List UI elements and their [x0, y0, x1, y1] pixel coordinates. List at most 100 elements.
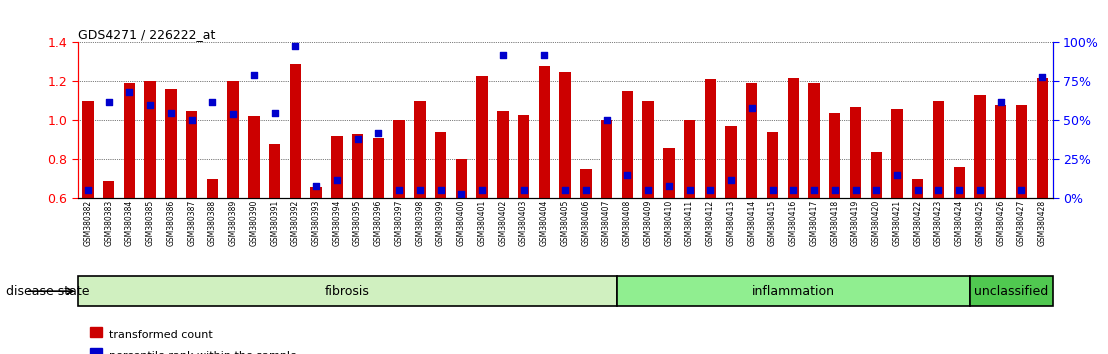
Point	[494, 52, 512, 58]
Bar	[207, 179, 218, 198]
Bar	[310, 187, 321, 198]
Text: percentile rank within the sample: percentile rank within the sample	[109, 351, 297, 354]
Point	[328, 177, 346, 182]
Bar	[995, 105, 1006, 198]
Bar	[289, 64, 301, 198]
Bar	[538, 66, 550, 198]
Point	[763, 188, 781, 193]
Point	[784, 188, 802, 193]
Bar	[871, 152, 882, 198]
Text: transformed count: transformed count	[109, 330, 213, 339]
Point	[971, 188, 988, 193]
Bar	[809, 84, 820, 198]
Bar	[476, 76, 488, 198]
Point	[142, 102, 160, 108]
Point	[806, 188, 823, 193]
Bar	[560, 72, 571, 198]
Bar	[248, 116, 259, 198]
Bar	[435, 132, 447, 198]
Bar	[352, 134, 363, 198]
Point	[909, 188, 926, 193]
Point	[515, 188, 533, 193]
Point	[660, 183, 678, 189]
Point	[245, 72, 263, 78]
Bar	[850, 107, 861, 198]
Point	[287, 43, 305, 48]
Bar	[767, 132, 778, 198]
Point	[1034, 74, 1051, 80]
Point	[432, 188, 450, 193]
Bar	[663, 148, 675, 198]
Bar	[144, 81, 156, 198]
Point	[680, 188, 698, 193]
Point	[535, 52, 553, 58]
Point	[618, 172, 636, 178]
Point	[951, 188, 968, 193]
Point	[722, 177, 740, 182]
Point	[847, 188, 864, 193]
Bar	[622, 91, 633, 198]
Point	[597, 118, 615, 123]
Point	[411, 188, 429, 193]
Bar	[601, 120, 613, 198]
Bar	[643, 101, 654, 198]
Point	[183, 118, 201, 123]
Text: GDS4271 / 226222_at: GDS4271 / 226222_at	[78, 28, 215, 41]
Point	[369, 130, 387, 136]
Bar	[82, 101, 94, 198]
Text: disease state: disease state	[6, 285, 89, 298]
Bar	[103, 181, 114, 198]
Point	[473, 188, 491, 193]
Point	[121, 90, 138, 95]
Bar	[165, 89, 176, 198]
Text: unclassified: unclassified	[974, 285, 1048, 298]
Point	[224, 111, 242, 117]
Bar	[581, 169, 592, 198]
Point	[743, 105, 761, 111]
Bar	[891, 109, 903, 198]
Point	[868, 188, 885, 193]
Bar	[497, 110, 509, 198]
Bar	[788, 78, 799, 198]
Bar	[91, 327, 102, 337]
Bar	[970, 276, 1053, 306]
Bar	[705, 80, 716, 198]
Point	[79, 188, 96, 193]
Point	[825, 188, 843, 193]
Bar	[227, 81, 239, 198]
Point	[100, 99, 117, 104]
Text: fibrosis: fibrosis	[325, 285, 370, 298]
Point	[639, 188, 657, 193]
Point	[1013, 188, 1030, 193]
Point	[889, 172, 906, 178]
Text: inflammation: inflammation	[752, 285, 834, 298]
Point	[390, 188, 408, 193]
Point	[452, 191, 470, 196]
Bar	[617, 276, 970, 306]
Bar	[1036, 78, 1048, 198]
Bar	[393, 120, 404, 198]
Bar	[726, 126, 737, 198]
Bar	[331, 136, 342, 198]
Bar	[269, 144, 280, 198]
Bar	[1016, 105, 1027, 198]
Bar	[186, 110, 197, 198]
Bar	[974, 95, 986, 198]
Bar	[414, 101, 425, 198]
Point	[349, 136, 367, 142]
Bar	[455, 159, 468, 198]
Bar	[933, 101, 944, 198]
Point	[266, 110, 284, 115]
Point	[556, 188, 574, 193]
Bar	[912, 179, 923, 198]
Bar	[829, 113, 841, 198]
Point	[930, 188, 947, 193]
Point	[307, 183, 325, 189]
Bar	[746, 84, 758, 198]
Point	[992, 99, 1009, 104]
Bar	[124, 84, 135, 198]
Bar	[78, 276, 617, 306]
Point	[162, 110, 179, 115]
Bar	[372, 138, 384, 198]
Bar	[684, 120, 695, 198]
